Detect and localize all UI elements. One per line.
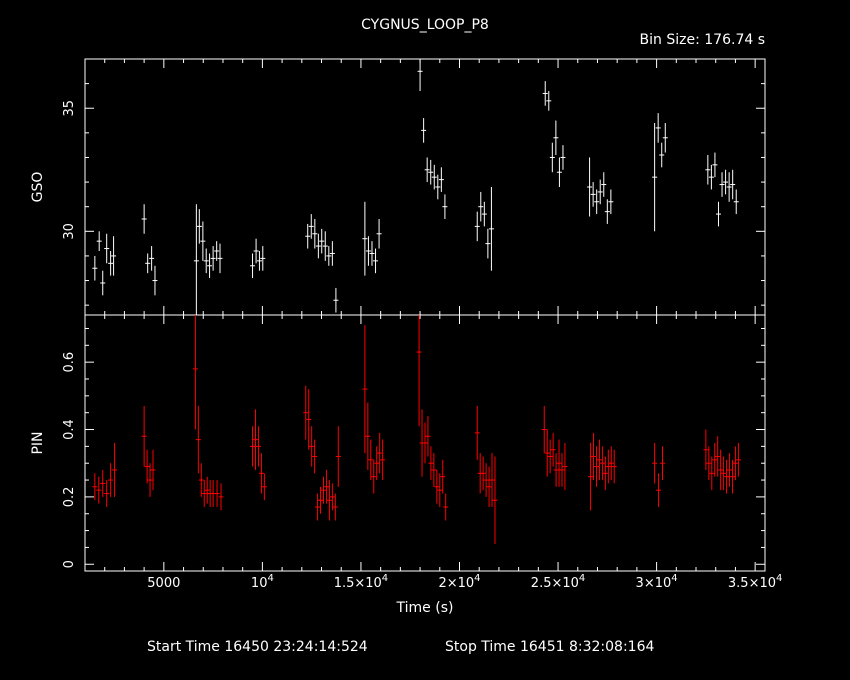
pin-x-tick-label: 1.5×104 (334, 573, 388, 591)
pin-y-tick-label: 0.6 (62, 352, 77, 373)
pin-x-tick-label: 2×104 (438, 573, 480, 591)
gso-ticks: 30 35 (62, 58, 765, 315)
pin-x-tick-label: 3.5×104 (728, 573, 782, 591)
pin-x-tick-label: 5000 (147, 576, 180, 591)
stop-time-label: Stop Time 16451 8:32:08:164 (445, 639, 654, 655)
gso-y-tick-label: 30 (62, 223, 77, 240)
bin-size-label: Bin Size: 176.74 s (640, 32, 765, 48)
chart-title: CYGNUS_LOOP_P8 (361, 17, 489, 33)
pin-x-tick-label: 2.5×104 (531, 573, 585, 591)
start-time-label: Start Time 16450 23:24:14:524 (147, 639, 368, 655)
pin-y-tick-label: 0.4 (62, 419, 77, 440)
gso-y-tick-label: 35 (62, 100, 77, 117)
x-axis-label: Time (s) (396, 600, 454, 616)
gso-series (92, 59, 739, 315)
pin-series (92, 315, 741, 545)
pin-y-tick-label: 0.2 (62, 487, 77, 508)
pin-y-tick-label: 0 (62, 560, 77, 568)
pin-axis-label: PIN (30, 431, 46, 454)
pin-panel-frame (84, 314, 766, 572)
gso-axis-label: GSO (30, 172, 46, 203)
pin-x-tick-label: 3×104 (636, 573, 678, 591)
